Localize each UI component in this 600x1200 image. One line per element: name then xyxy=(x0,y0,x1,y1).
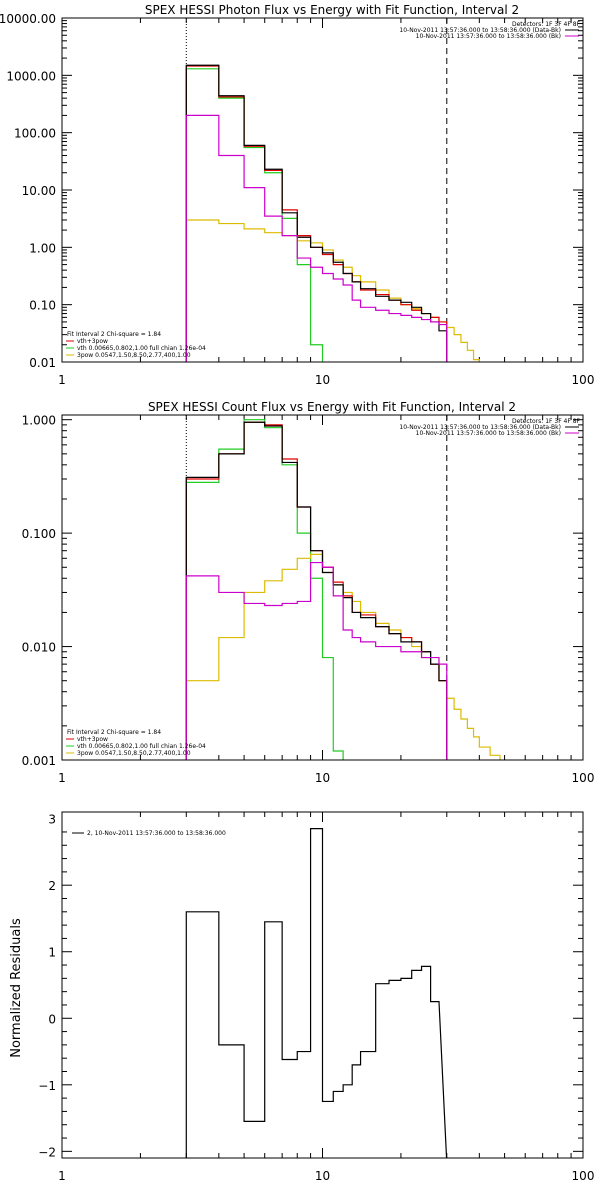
legend-right-entry: 10-Nov-2011 13:57:36.000 to 13:58:36.000… xyxy=(416,430,561,437)
series-black xyxy=(185,64,448,362)
photon-flux-tick-labels: 1 10 100 10000.00 1000.00 100.00 10.00 1.00 0.10… xyxy=(0,12,594,387)
count-flux-title: SPEX HESSI Count Flux vs Energy with Fit… xyxy=(148,400,516,414)
count-flux-legend-left: Fit Interval 2 Chi-square = 1.84vth+3pow… xyxy=(66,729,206,757)
y-tick-label: 1.00 xyxy=(29,241,56,255)
legend-right-entry: 10-Nov-2011 13:57:36.000 to 13:58:36.000… xyxy=(416,33,561,40)
x-tick-label: 10 xyxy=(315,771,330,785)
y-tick-label: 10000.00 xyxy=(0,12,56,26)
residuals-y-axis-label: Normalized Residuals xyxy=(9,918,24,1058)
y-tick-label: 2 xyxy=(48,879,56,893)
series-red xyxy=(185,65,448,362)
series-green xyxy=(185,419,344,760)
residuals-plot-area xyxy=(61,811,584,1159)
x-tick-label: 1 xyxy=(58,1169,66,1183)
x-tick-label: 100 xyxy=(572,1169,595,1183)
legend-left-entry: Fit Interval 2 Chi-square = 1.84 xyxy=(67,729,161,736)
legend-left-entry: 3pow 0.0547,1.50,8.50,2.77,400,1.00 xyxy=(77,750,191,757)
series-red xyxy=(185,421,448,760)
y-tick-label: 0.100 xyxy=(22,527,56,541)
x-tick-label: 100 xyxy=(572,771,595,785)
y-tick-label: 1 xyxy=(48,946,56,960)
y-tick-label: 1.000 xyxy=(22,414,56,428)
count-flux-tick-labels: 1 10 100 1.000 0.100 0.010 0.001 xyxy=(22,414,595,785)
y-tick-label: 1000.00 xyxy=(6,69,56,83)
legend-left-entry: vth+3pow xyxy=(77,338,108,345)
series-black xyxy=(185,828,448,1158)
plot-frame xyxy=(61,17,584,363)
y-tick-label: 0.010 xyxy=(22,641,56,655)
legend-left-entry: Fit Interval 2 Chi-square = 1.84 xyxy=(67,331,161,338)
y-tick-label: 0.001 xyxy=(22,754,56,768)
count-flux-plot-area xyxy=(61,414,584,761)
legend-left-entry: 3pow 0.0547,1.50,8.50,2.77,400,1.00 xyxy=(77,352,191,359)
x-tick-label: 1 xyxy=(58,373,66,387)
y-tick-label: −2 xyxy=(38,1145,56,1159)
legend-left-entry: vth 0.00665,0.802,1.00 full chian 1.26e-… xyxy=(77,743,206,750)
series-group xyxy=(185,828,448,1158)
y-tick-label: 0 xyxy=(48,1012,56,1026)
count-flux-panel: SPEX HESSI Count Flux vs Energy with Fit… xyxy=(22,400,595,785)
legend-right-entry: 10-Nov-2011 13:57:36.000 to 13:58:36.000… xyxy=(399,27,561,34)
plot-frame xyxy=(61,414,584,761)
x-tick-label: 100 xyxy=(572,373,595,387)
residuals-legend-left: 2, 10-Nov-2011 13:57:36.000 to 13:58:36.… xyxy=(72,830,226,837)
series-group xyxy=(185,419,501,760)
series-green xyxy=(185,68,324,362)
legend-right-entry: Detectors: 1F 3F 4F 8F xyxy=(512,418,581,425)
photon-flux-legend-left: Fit Interval 2 Chi-square = 1.84vth+3pow… xyxy=(66,331,206,359)
plot-frame xyxy=(61,811,584,1159)
series-magenta xyxy=(185,561,448,760)
y-tick-label: 10.00 xyxy=(22,184,56,198)
y-tick-label: 100.00 xyxy=(14,127,56,141)
photon-flux-title: SPEX HESSI Photon Flux vs Energy with Fi… xyxy=(145,3,519,17)
y-tick-label: 0.10 xyxy=(29,299,56,313)
photon-flux-panel: SPEX HESSI Photon Flux vs Energy with Fi… xyxy=(0,3,594,387)
legend-left-entry: vth+3pow xyxy=(77,736,108,743)
y-tick-label: 3 xyxy=(48,813,56,827)
photon-flux-plot-area xyxy=(61,17,584,363)
legend-right-entry: Detectors: 1F 3F 4F 8F xyxy=(512,21,581,28)
series-group xyxy=(185,64,480,362)
x-tick-label: 10 xyxy=(315,1169,330,1183)
x-tick-label: 10 xyxy=(315,373,330,387)
series-yellow xyxy=(185,219,480,362)
legend-left-entry: 2, 10-Nov-2011 13:57:36.000 to 13:58:36.… xyxy=(87,830,226,837)
series-black xyxy=(185,421,448,760)
legend-right-entry: 10-Nov-2011 13:57:36.000 to 13:58:36.000… xyxy=(399,424,561,431)
y-tick-label: −1 xyxy=(38,1079,56,1093)
y-tick-label: 0.01 xyxy=(29,356,56,370)
x-tick-label: 1 xyxy=(58,771,66,785)
series-magenta xyxy=(185,114,448,362)
legend-left-entry: vth 0.00665,0.802,1.00 full chian 1.26e-… xyxy=(77,345,206,352)
